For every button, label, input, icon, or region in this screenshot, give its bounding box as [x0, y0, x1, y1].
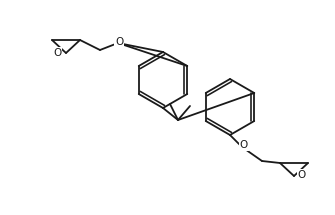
Text: O: O — [115, 37, 123, 47]
Text: O: O — [240, 140, 248, 150]
Text: O: O — [53, 48, 61, 58]
Text: O: O — [298, 170, 306, 180]
